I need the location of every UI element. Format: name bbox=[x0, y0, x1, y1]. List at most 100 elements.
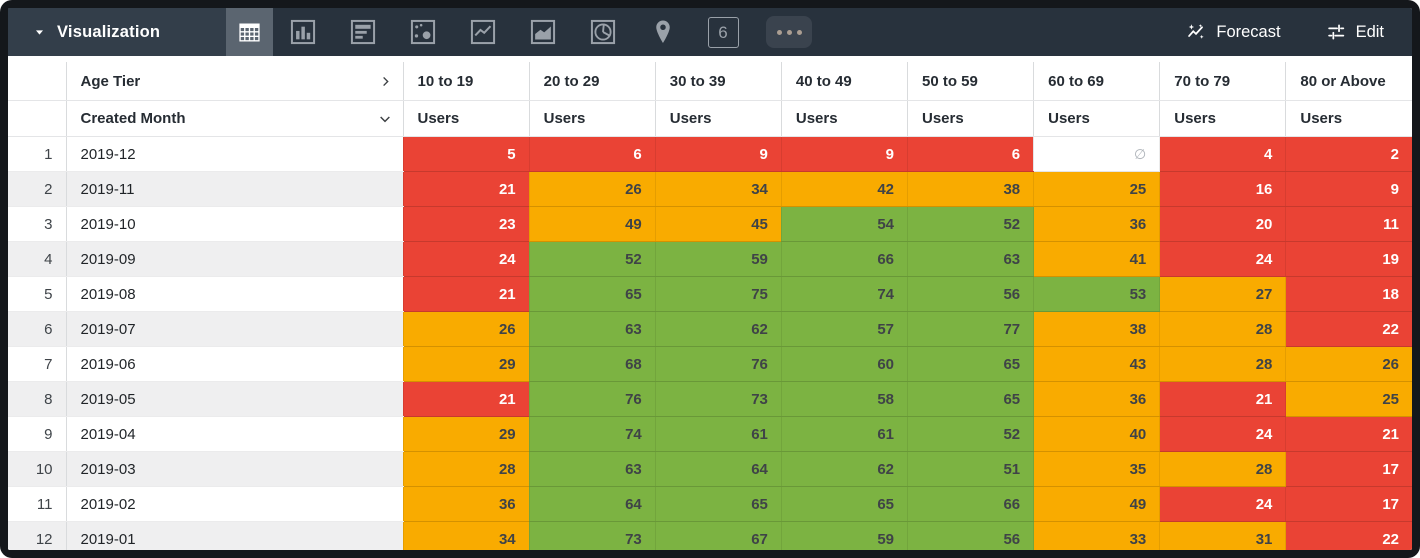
users-value-cell[interactable]: 56 bbox=[906, 521, 1034, 550]
created-month-cell[interactable]: 2019-02 bbox=[65, 486, 403, 522]
column-header-40-to-49[interactable]: 40 to 49 bbox=[780, 62, 908, 101]
measure-header-users[interactable]: Users bbox=[1159, 100, 1286, 137]
users-value-cell[interactable]: 65 bbox=[906, 381, 1034, 417]
users-value-cell[interactable]: 67 bbox=[654, 521, 782, 550]
users-value-cell[interactable]: 21 bbox=[402, 171, 530, 207]
users-value-cell[interactable]: 17 bbox=[1285, 486, 1412, 522]
pivot-field-header[interactable]: Age Tier bbox=[65, 62, 403, 101]
created-month-cell[interactable]: 2019-10 bbox=[65, 206, 403, 242]
users-value-cell[interactable]: 35 bbox=[1033, 451, 1160, 487]
null-value-cell[interactable]: ∅ bbox=[1033, 136, 1160, 172]
column-header-20-to-29[interactable]: 20 to 29 bbox=[528, 62, 656, 101]
users-value-cell[interactable]: 64 bbox=[654, 451, 782, 487]
users-value-cell[interactable]: 65 bbox=[906, 346, 1034, 382]
column-header-10-to-19[interactable]: 10 to 19 bbox=[402, 62, 530, 101]
users-value-cell[interactable]: 66 bbox=[780, 241, 908, 277]
users-value-cell[interactable]: 28 bbox=[1159, 451, 1286, 487]
users-value-cell[interactable]: 21 bbox=[402, 276, 530, 312]
users-value-cell[interactable]: 59 bbox=[654, 241, 782, 277]
created-month-cell[interactable]: 2019-05 bbox=[65, 381, 403, 417]
users-value-cell[interactable]: 76 bbox=[528, 381, 656, 417]
viz-map-button[interactable] bbox=[646, 15, 680, 49]
edit-button[interactable]: Edit bbox=[1325, 21, 1384, 43]
users-value-cell[interactable]: 52 bbox=[906, 416, 1034, 452]
users-value-cell[interactable]: 26 bbox=[402, 311, 530, 347]
users-value-cell[interactable]: 24 bbox=[1159, 486, 1286, 522]
users-value-cell[interactable]: 74 bbox=[780, 276, 908, 312]
viz-column-chart-button[interactable] bbox=[286, 15, 320, 49]
users-value-cell[interactable]: 49 bbox=[528, 206, 656, 242]
viz-area-chart-button[interactable] bbox=[526, 15, 560, 49]
users-value-cell[interactable]: 21 bbox=[1159, 381, 1286, 417]
users-value-cell[interactable]: 22 bbox=[1285, 521, 1412, 550]
created-month-cell[interactable]: 2019-01 bbox=[65, 521, 403, 550]
users-value-cell[interactable]: 43 bbox=[1033, 346, 1160, 382]
users-value-cell[interactable]: 9 bbox=[780, 136, 908, 172]
users-value-cell[interactable]: 45 bbox=[654, 206, 782, 242]
users-value-cell[interactable]: 40 bbox=[1033, 416, 1160, 452]
created-month-cell[interactable]: 2019-04 bbox=[65, 416, 403, 452]
users-value-cell[interactable]: 26 bbox=[1285, 346, 1412, 382]
users-value-cell[interactable]: 65 bbox=[780, 486, 908, 522]
visualization-section-toggle[interactable]: Visualization bbox=[8, 8, 226, 56]
users-value-cell[interactable]: 74 bbox=[528, 416, 656, 452]
row-field-header[interactable]: Created Month bbox=[65, 100, 403, 137]
users-value-cell[interactable]: 28 bbox=[1159, 311, 1286, 347]
users-value-cell[interactable]: 36 bbox=[402, 486, 530, 522]
users-value-cell[interactable]: 21 bbox=[1285, 416, 1412, 452]
users-value-cell[interactable]: 16 bbox=[1159, 171, 1286, 207]
users-value-cell[interactable]: 25 bbox=[1033, 171, 1160, 207]
users-value-cell[interactable]: 31 bbox=[1159, 521, 1286, 550]
created-month-cell[interactable]: 2019-07 bbox=[65, 311, 403, 347]
users-value-cell[interactable]: 62 bbox=[654, 311, 782, 347]
column-header-80-or-above[interactable]: 80 or Above bbox=[1285, 62, 1412, 101]
users-value-cell[interactable]: 75 bbox=[654, 276, 782, 312]
users-value-cell[interactable]: 63 bbox=[906, 241, 1034, 277]
users-value-cell[interactable]: 64 bbox=[528, 486, 656, 522]
users-value-cell[interactable]: 20 bbox=[1159, 206, 1286, 242]
measure-header-users[interactable]: Users bbox=[1033, 100, 1160, 137]
viz-table-button[interactable] bbox=[226, 8, 273, 56]
users-value-cell[interactable]: 38 bbox=[906, 171, 1034, 207]
users-value-cell[interactable]: 52 bbox=[528, 241, 656, 277]
created-month-cell[interactable]: 2019-11 bbox=[65, 171, 403, 207]
measure-header-users[interactable]: Users bbox=[654, 100, 782, 137]
users-value-cell[interactable]: 22 bbox=[1285, 311, 1412, 347]
users-value-cell[interactable]: 65 bbox=[654, 486, 782, 522]
users-value-cell[interactable]: 29 bbox=[402, 346, 530, 382]
created-month-cell[interactable]: 2019-09 bbox=[65, 241, 403, 277]
viz-pie-chart-button[interactable] bbox=[586, 15, 620, 49]
users-value-cell[interactable]: 34 bbox=[654, 171, 782, 207]
users-value-cell[interactable]: 61 bbox=[654, 416, 782, 452]
users-value-cell[interactable]: 34 bbox=[402, 521, 530, 550]
users-value-cell[interactable]: 33 bbox=[1033, 521, 1160, 550]
viz-line-chart-button[interactable] bbox=[466, 15, 500, 49]
users-value-cell[interactable]: 36 bbox=[1033, 381, 1160, 417]
measure-header-users[interactable]: Users bbox=[402, 100, 530, 137]
users-value-cell[interactable]: 24 bbox=[1159, 241, 1286, 277]
users-value-cell[interactable]: 77 bbox=[906, 311, 1034, 347]
users-value-cell[interactable]: 57 bbox=[780, 311, 908, 347]
users-value-cell[interactable]: 4 bbox=[1159, 136, 1286, 172]
users-value-cell[interactable]: 73 bbox=[528, 521, 656, 550]
users-value-cell[interactable]: 58 bbox=[780, 381, 908, 417]
users-value-cell[interactable]: 29 bbox=[402, 416, 530, 452]
measure-header-users[interactable]: Users bbox=[906, 100, 1034, 137]
users-value-cell[interactable]: 9 bbox=[654, 136, 782, 172]
users-value-cell[interactable]: 63 bbox=[528, 451, 656, 487]
users-value-cell[interactable]: 63 bbox=[528, 311, 656, 347]
measure-header-users[interactable]: Users bbox=[528, 100, 656, 137]
users-value-cell[interactable]: 73 bbox=[654, 381, 782, 417]
users-value-cell[interactable]: 6 bbox=[906, 136, 1034, 172]
users-value-cell[interactable]: 28 bbox=[402, 451, 530, 487]
created-month-cell[interactable]: 2019-03 bbox=[65, 451, 403, 487]
created-month-cell[interactable]: 2019-06 bbox=[65, 346, 403, 382]
users-value-cell[interactable]: 6 bbox=[528, 136, 656, 172]
users-value-cell[interactable]: 2 bbox=[1285, 136, 1412, 172]
users-value-cell[interactable]: 27 bbox=[1159, 276, 1286, 312]
users-value-cell[interactable]: 25 bbox=[1285, 381, 1412, 417]
users-value-cell[interactable]: 21 bbox=[402, 381, 530, 417]
users-value-cell[interactable]: 59 bbox=[780, 521, 908, 550]
viz-more-button[interactable] bbox=[766, 16, 812, 48]
users-value-cell[interactable]: 19 bbox=[1285, 241, 1412, 277]
